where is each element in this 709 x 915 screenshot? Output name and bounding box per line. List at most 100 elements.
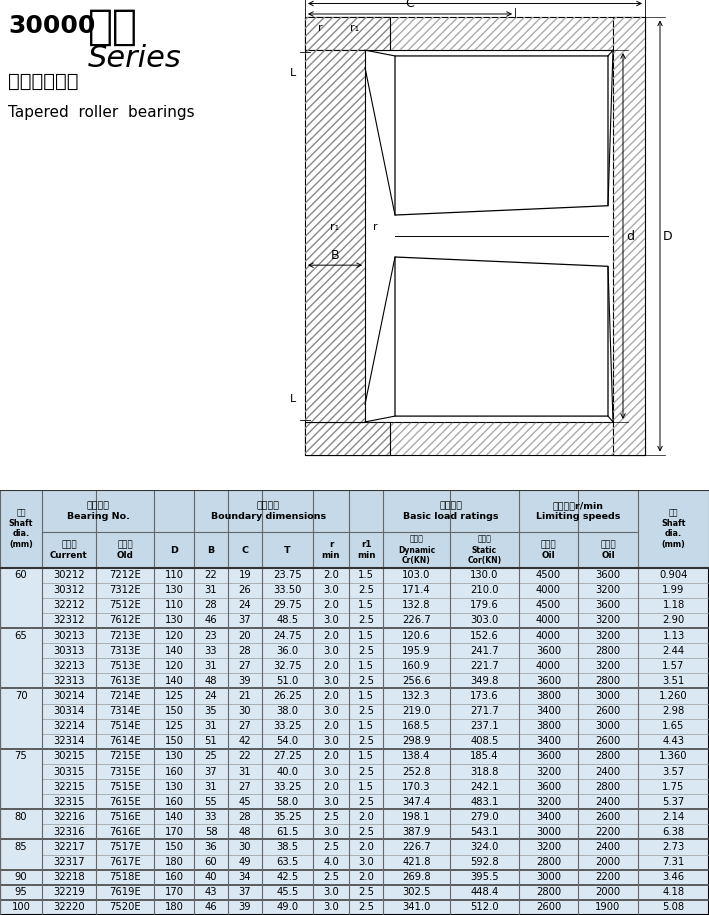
Text: 2.5: 2.5 (358, 827, 374, 837)
Text: 19: 19 (239, 570, 252, 580)
Bar (0, 824, 709, 839)
Text: 2.98: 2.98 (662, 706, 685, 716)
Text: 130: 130 (164, 616, 184, 626)
Text: r1
min: r1 min (357, 540, 375, 560)
Text: 2.0: 2.0 (323, 661, 339, 671)
Text: 160: 160 (164, 767, 184, 777)
Text: 2600: 2600 (596, 737, 620, 747)
Text: 70: 70 (15, 691, 28, 701)
Text: 3.0: 3.0 (323, 646, 339, 656)
Text: 35: 35 (205, 706, 218, 716)
Text: 2.5: 2.5 (358, 646, 374, 656)
Text: 40.0: 40.0 (277, 767, 298, 777)
Text: 60: 60 (205, 857, 218, 867)
Text: d: d (626, 230, 634, 242)
Text: 4.18: 4.18 (662, 888, 685, 898)
Bar (0, 764, 709, 779)
Text: 168.5: 168.5 (402, 721, 431, 731)
Text: 圆锥滚子轴承: 圆锥滚子轴承 (8, 72, 79, 92)
Text: 27: 27 (239, 721, 252, 731)
Bar (0, 748, 709, 764)
Text: 33: 33 (205, 812, 217, 822)
Text: 256.6: 256.6 (402, 676, 431, 686)
Polygon shape (305, 422, 390, 455)
Text: 2.0: 2.0 (323, 721, 339, 731)
Text: 483.1: 483.1 (470, 797, 498, 807)
Text: 302.5: 302.5 (402, 888, 431, 898)
Text: 25: 25 (205, 751, 218, 761)
Text: 2.0: 2.0 (323, 570, 339, 580)
Text: 5.37: 5.37 (662, 797, 685, 807)
Text: 49.0: 49.0 (277, 902, 298, 912)
Bar (0, 794, 709, 809)
Text: 48: 48 (205, 676, 217, 686)
Text: 32213: 32213 (53, 661, 85, 671)
Text: 269.8: 269.8 (402, 872, 431, 882)
Text: 4.43: 4.43 (662, 737, 684, 747)
Text: 3.0: 3.0 (323, 616, 339, 626)
Text: 2600: 2600 (536, 902, 561, 912)
Text: 140: 140 (164, 812, 184, 822)
Text: 2.5: 2.5 (358, 797, 374, 807)
Text: 23.75: 23.75 (273, 570, 302, 580)
Text: 3600: 3600 (596, 570, 620, 580)
Text: 4000: 4000 (536, 630, 561, 640)
Text: 160: 160 (164, 797, 184, 807)
Text: 31: 31 (205, 661, 218, 671)
Text: 7614E: 7614E (109, 737, 141, 747)
Text: 103.0: 103.0 (402, 570, 430, 580)
Text: Series: Series (88, 44, 182, 73)
Bar (0, 643, 709, 658)
Text: 408.5: 408.5 (470, 737, 498, 747)
Text: 1.360: 1.360 (659, 751, 688, 761)
Text: 6.38: 6.38 (662, 827, 685, 837)
Text: 37: 37 (239, 888, 251, 898)
Text: 27: 27 (239, 781, 252, 791)
Text: 3200: 3200 (536, 797, 561, 807)
Text: 37: 37 (205, 767, 218, 777)
Text: 125: 125 (164, 691, 184, 701)
Text: 48: 48 (239, 827, 251, 837)
Text: L: L (290, 69, 296, 79)
Text: 4500: 4500 (536, 570, 561, 580)
Text: 1.5: 1.5 (358, 751, 374, 761)
Text: 7213E: 7213E (109, 630, 141, 640)
Text: 1.99: 1.99 (662, 586, 685, 596)
Text: 110: 110 (164, 600, 184, 610)
Text: 轴径
Shaft
dia.
(mm): 轴径 Shaft dia. (mm) (661, 508, 686, 549)
Text: 1.65: 1.65 (662, 721, 685, 731)
Text: 24: 24 (239, 600, 251, 610)
Text: B: B (208, 545, 215, 554)
Text: 46: 46 (205, 616, 218, 626)
Text: r
min: r min (322, 540, 340, 560)
Text: 34: 34 (239, 872, 251, 882)
Text: 110: 110 (164, 570, 184, 580)
Text: 7516E: 7516E (109, 812, 141, 822)
Text: 2.0: 2.0 (358, 842, 374, 852)
Text: 3000: 3000 (596, 691, 620, 701)
Text: 静负荷
Static
Cor(KN): 静负荷 Static Cor(KN) (467, 534, 501, 565)
Text: 341.0: 341.0 (402, 902, 430, 912)
Text: 1.5: 1.5 (358, 630, 374, 640)
Text: 2600: 2600 (596, 706, 620, 716)
Text: 140: 140 (164, 676, 184, 686)
Text: 7512E: 7512E (109, 600, 141, 610)
Text: 30314: 30314 (53, 706, 84, 716)
Bar (305, 17, 645, 50)
Text: 21: 21 (239, 691, 252, 701)
Text: 179.6: 179.6 (470, 600, 499, 610)
Text: 37: 37 (239, 616, 251, 626)
Text: 3400: 3400 (536, 812, 561, 822)
Text: 195.9: 195.9 (402, 646, 431, 656)
Text: C: C (406, 0, 414, 10)
Text: 39: 39 (239, 902, 251, 912)
Text: 2.0: 2.0 (323, 751, 339, 761)
Text: 30: 30 (239, 842, 251, 852)
Text: 349.8: 349.8 (470, 676, 498, 686)
Text: 58: 58 (205, 827, 218, 837)
Text: 33: 33 (205, 646, 217, 656)
Text: 32219: 32219 (53, 888, 85, 898)
Text: 33.25: 33.25 (273, 781, 302, 791)
Text: 7517E: 7517E (109, 842, 141, 852)
Text: 7315E: 7315E (109, 767, 141, 777)
